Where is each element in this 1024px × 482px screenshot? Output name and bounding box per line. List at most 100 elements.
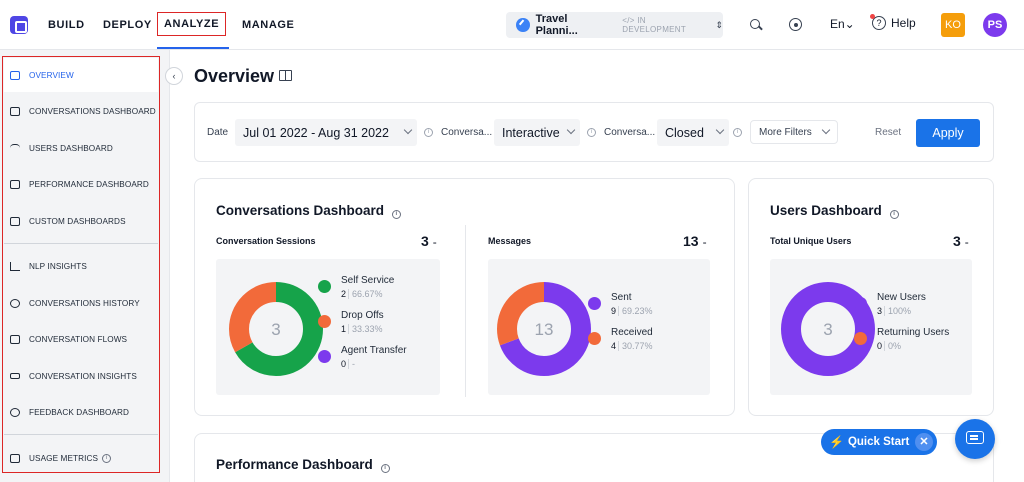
- sidebar-item-overview[interactable]: OVERVIEW: [4, 58, 158, 92]
- legend-percent: 30.77%: [618, 341, 653, 351]
- info-icon[interactable]: i: [391, 210, 401, 219]
- bot-selector[interactable]: Travel Planni... </> IN DEVELOPMENT ⇕: [506, 12, 723, 38]
- sidebar-item-label: CUSTOM DASHBOARDS: [29, 216, 126, 226]
- donut-center-value: 3: [823, 320, 832, 339]
- help-icon: ?: [870, 14, 886, 30]
- book-icon[interactable]: [279, 70, 292, 81]
- info-icon[interactable]: i: [102, 453, 112, 463]
- history-icon: [10, 298, 20, 308]
- sidebar-item-conversations-dashboard[interactable]: CONVERSATIONS DASHBOARD: [4, 94, 158, 128]
- close-icon[interactable]: ✕: [915, 433, 933, 451]
- legend-label: New Users: [877, 292, 926, 303]
- legend-value: 4 30.77%: [611, 340, 653, 352]
- sidebar-item-usage-metrics[interactable]: USAGE METRICS i: [4, 441, 158, 475]
- conversation-type-select[interactable]: Interactive: [494, 119, 580, 146]
- more-filters-button[interactable]: More Filters: [750, 120, 838, 144]
- nav-build[interactable]: BUILD: [48, 19, 85, 31]
- card-title-text: Conversations Dashboard: [216, 203, 385, 218]
- collapse-sidebar-button[interactable]: ‹: [165, 67, 183, 85]
- conversation-type-value: Interactive: [502, 125, 560, 140]
- legend-value: 3 100%: [877, 305, 926, 317]
- apply-button[interactable]: Apply: [916, 119, 980, 147]
- sidebar-item-nlp-insights[interactable]: NLP INSIGHTS: [4, 249, 158, 283]
- info-icon[interactable]: i: [733, 128, 742, 137]
- legend-text: Drop Offs 1 33.33%: [341, 309, 384, 335]
- help-button[interactable]: ? Help: [870, 14, 916, 30]
- dev-status-tag: </> IN DEVELOPMENT: [622, 16, 687, 34]
- sidebar-item-conversations-history[interactable]: CONVERSATIONS HISTORY: [4, 286, 158, 320]
- grid-icon: [10, 216, 20, 226]
- target-icon[interactable]: [788, 17, 804, 33]
- avatar-ko[interactable]: KO: [941, 13, 965, 37]
- donut-center-value: 13: [535, 320, 554, 339]
- total-users: 3-: [953, 233, 969, 249]
- legend-item[interactable]: Received 4 30.77%: [588, 326, 653, 352]
- donut-slice-received[interactable]: [497, 282, 591, 376]
- legend-item[interactable]: Returning Users 0 0%: [854, 326, 949, 352]
- legend-percent: 69.23%: [618, 306, 653, 316]
- info-icon[interactable]: i: [424, 128, 433, 137]
- sidebar-item-conversation-flows[interactable]: CONVERSATION FLOWS: [4, 322, 158, 356]
- legend-count: 9: [611, 306, 617, 316]
- total-users-label: Total Unique Users: [770, 236, 852, 246]
- language-selector[interactable]: En⌄: [830, 17, 855, 31]
- app-logo-icon[interactable]: [10, 16, 28, 34]
- legend-label: Returning Users: [877, 327, 950, 338]
- legend-count: 3: [877, 306, 883, 316]
- legend-item[interactable]: Agent Transfer 0-: [318, 344, 407, 370]
- sidebar: OVERVIEW CONVERSATIONS DASHBOARD USERS D…: [0, 50, 170, 482]
- conversation-status-label: Conversa...: [604, 127, 656, 138]
- sidebar-item-feedback-dashboard[interactable]: FEEDBACK DASHBOARD: [4, 395, 158, 429]
- sidebar-item-label: USAGE METRICS: [29, 453, 99, 463]
- help-label: Help: [891, 16, 916, 30]
- legend-item[interactable]: New Users 3 100%: [854, 291, 926, 317]
- info-icon[interactable]: i: [380, 464, 390, 473]
- legend-count: 0: [877, 341, 883, 351]
- donut-slice-drop-offs[interactable]: [229, 282, 323, 376]
- sidebar-item-custom-dashboards[interactable]: CUSTOM DASHBOARDS: [4, 204, 158, 238]
- metrics-icon: [10, 453, 20, 463]
- info-icon[interactable]: i: [889, 210, 899, 219]
- quick-start-button[interactable]: ⚡ Quick Start ✕: [821, 429, 937, 455]
- card-title: Performance Dashboard i: [216, 457, 390, 473]
- search-icon[interactable]: [748, 17, 764, 33]
- legend-percent: 0%: [884, 341, 902, 351]
- active-nav-indicator: [157, 47, 229, 49]
- bar-chart-icon: [10, 261, 20, 271]
- date-range-select[interactable]: Jul 01 2022 - Aug 31 2022: [235, 119, 417, 146]
- sidebar-item-performance-dashboard[interactable]: PERFORMANCE DASHBOARD: [4, 167, 158, 201]
- users-dashboard-card[interactable]: Users Dashboard i Total Unique Users 3- …: [748, 178, 994, 416]
- bolt-icon: ⚡: [829, 435, 844, 449]
- messages-total: 13-: [683, 233, 707, 249]
- nav-manage[interactable]: MANAGE: [242, 19, 295, 31]
- conversation-status-select[interactable]: Closed: [657, 119, 729, 146]
- legend-label: Agent Transfer: [341, 345, 407, 356]
- notification-dot: [870, 14, 875, 19]
- card-divider: [465, 225, 466, 397]
- legend-label: Drop Offs: [341, 310, 384, 321]
- nav-analyze[interactable]: ANALYZE: [157, 12, 227, 36]
- sidebar-item-conversation-insights[interactable]: CONVERSATION INSIGHTS: [4, 359, 158, 393]
- sidebar-item-users-dashboard[interactable]: USERS DASHBOARD: [4, 131, 158, 165]
- info-icon[interactable]: i: [587, 128, 596, 137]
- sidebar-item-label: CONVERSATION INSIGHTS: [29, 371, 137, 381]
- sidebar-item-label: PERFORMANCE DASHBOARD: [29, 179, 149, 189]
- sidebar-item-label: NLP INSIGHTS: [29, 261, 87, 271]
- legend-percent: -: [348, 359, 356, 369]
- legend-dot: [588, 332, 601, 345]
- legend-item[interactable]: Drop Offs 1 33.33%: [318, 309, 384, 335]
- reset-button[interactable]: Reset: [875, 127, 902, 138]
- sidebar-item-label: USERS DASHBOARD: [29, 143, 113, 153]
- avatar-ps[interactable]: PS: [983, 13, 1007, 37]
- nav-deploy[interactable]: DEPLOY: [103, 19, 152, 31]
- conversations-dashboard-card[interactable]: Conversations Dashboard i Conversation S…: [194, 178, 735, 416]
- chat-support-button[interactable]: [955, 419, 995, 459]
- legend-dot: [588, 297, 601, 310]
- donut-slice-new-users[interactable]: [781, 282, 875, 376]
- legend-dot: [854, 332, 867, 345]
- legend-item[interactable]: Sent 9 69.23%: [588, 291, 653, 317]
- legend-item[interactable]: Self Service 2 66.67%: [318, 274, 394, 300]
- legend-dot: [318, 280, 331, 293]
- users-donut-chart: 3: [781, 282, 875, 376]
- card-title-text: Users Dashboard: [770, 203, 882, 218]
